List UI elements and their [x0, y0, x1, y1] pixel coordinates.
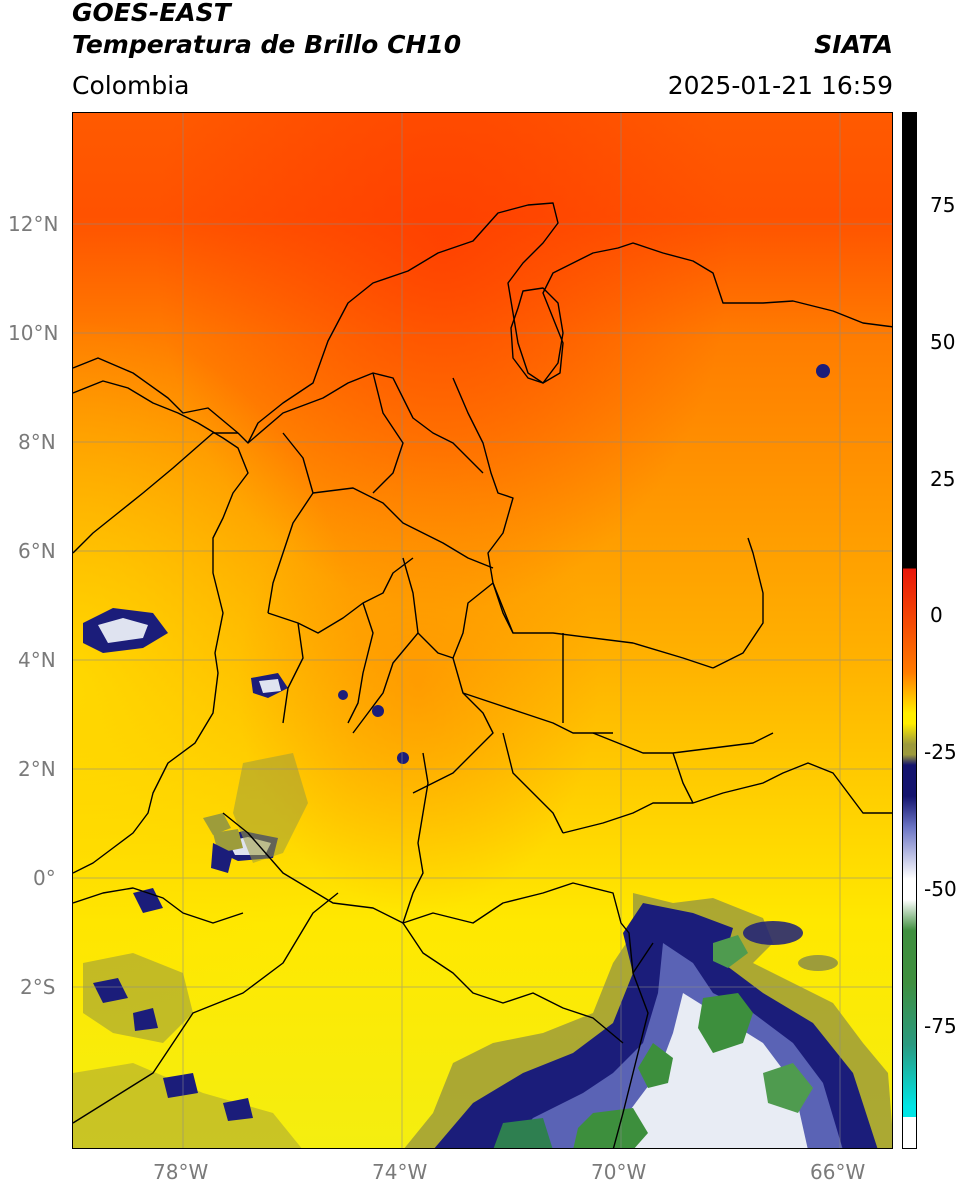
colorbar-tick-minus25: -25 [924, 740, 957, 764]
colorbar-tick-25: 25 [930, 467, 956, 491]
source-label: SIATA [814, 30, 893, 59]
colorbar-tick-minus50: -50 [924, 877, 957, 901]
colorbar-tick-50: 50 [930, 330, 956, 354]
map-svg [73, 113, 892, 1148]
colorbar-tick-75: 75 [930, 193, 956, 217]
datetime-label: 2025-01-21 16:59 [667, 71, 893, 100]
boundaries [73, 202, 892, 1148]
map-panel[interactable] [72, 112, 893, 1149]
title-line-2: Temperatura de Brillo CH10 [72, 30, 462, 59]
region-label: Colombia [72, 71, 190, 100]
lat-tick-2n: 2°N [18, 757, 56, 781]
lon-tick-66w: 66°W [810, 1160, 866, 1184]
lat-tick-8n: 8°N [18, 430, 56, 454]
colorbar-tick-minus75: -75 [924, 1014, 957, 1038]
colorbar-tick-0: 0 [930, 603, 943, 627]
lon-tick-74w: 74°W [372, 1160, 428, 1184]
lon-tick-78w: 78°W [153, 1160, 209, 1184]
cloud-clusters [73, 364, 892, 1148]
colorbar [902, 112, 917, 1149]
lat-tick-0: 0° [33, 866, 56, 890]
lat-tick-12n: 12°N [8, 212, 59, 236]
lat-tick-10n: 10°N [8, 321, 59, 345]
lat-tick-6n: 6°N [18, 539, 56, 563]
lat-tick-2s: 2°S [20, 975, 56, 999]
lat-tick-4n: 4°N [18, 648, 56, 672]
lon-tick-70w: 70°W [591, 1160, 647, 1184]
title-line-1: GOES-EAST [72, 0, 231, 27]
graticule [73, 113, 892, 1148]
